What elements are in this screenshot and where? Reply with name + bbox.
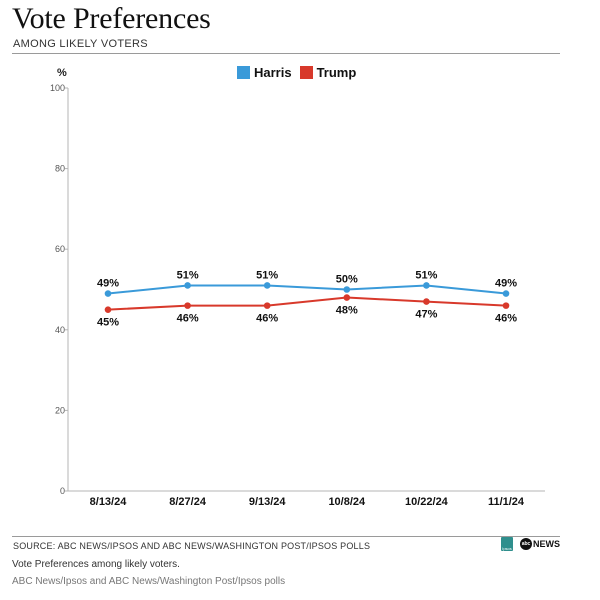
series-line-harris <box>107 284 507 295</box>
header-divider <box>12 53 560 54</box>
data-label-trump-0: 45% <box>97 317 119 329</box>
y-axis-unit-label: % <box>57 67 67 79</box>
point-trump-4 <box>423 298 430 305</box>
point-trump-3 <box>343 294 351 301</box>
x-tick-label-3: 10/8/24 <box>328 496 366 508</box>
chart-title: Vote Preferences <box>12 2 211 35</box>
data-label-harris-4: 51% <box>415 269 437 281</box>
data-label-harris-2: 51% <box>256 269 278 281</box>
publisher-logos: Ipsos abc NEWS <box>501 537 560 551</box>
y-tick-label-100: 100 <box>50 83 65 93</box>
x-tick-label-5: 11/1/24 <box>488 496 525 508</box>
y-tick-label-0: 0 <box>60 486 65 496</box>
point-harris-3 <box>343 286 351 293</box>
ipsos-logo: Ipsos <box>501 537 513 551</box>
y-tick-label-80: 80 <box>55 164 65 174</box>
figure-caption: Vote Preferences among likely voters. <box>12 559 180 570</box>
data-label-trump-5: 46% <box>495 313 517 325</box>
abc-logo-circle: abc <box>520 538 532 550</box>
line-chart: 0 20 40 60 80 100 8/13/24 8/27/24 9/13/24 10/8/24… <box>50 83 545 508</box>
series-line-trump <box>107 296 507 311</box>
x-tick-label-1: 8/27/24 <box>169 496 207 508</box>
legend-swatch-harris <box>237 65 250 79</box>
data-label-harris-0: 49% <box>97 278 119 290</box>
data-label-trump-3: 48% <box>336 305 358 317</box>
data-label-harris-3: 50% <box>336 274 358 286</box>
source-note: SOURCE: ABC NEWS/IPSOS AND ABC NEWS/WASH… <box>13 541 371 551</box>
point-harris-2 <box>263 282 271 289</box>
abc-logo-text: NEWS <box>533 539 560 549</box>
data-label-harris-1: 51% <box>177 269 199 281</box>
data-label-trump-2: 46% <box>256 313 278 325</box>
legend-label-trump: Trump <box>316 64 357 80</box>
data-label-harris-5: 49% <box>495 278 517 290</box>
y-tick-label-20: 20 <box>55 405 65 415</box>
point-harris-5 <box>502 290 510 297</box>
point-harris-4 <box>423 282 430 289</box>
legend-item-harris: Harris <box>237 65 292 80</box>
point-trump-2 <box>263 302 271 309</box>
abc-news-logo: abc NEWS <box>520 538 560 550</box>
legend-swatch-trump <box>299 65 313 79</box>
legend-label-harris: Harris <box>254 64 292 80</box>
y-tick-label-60: 60 <box>55 244 65 254</box>
x-tick-label-2: 9/13/24 <box>249 496 287 508</box>
legend-item-trump: Trump <box>299 64 357 80</box>
point-harris-1 <box>184 282 191 289</box>
point-trump-1 <box>184 302 191 309</box>
figure-credit: ABC News/Ipsos and ABC News/Washington P… <box>12 576 286 587</box>
point-harris-0 <box>104 290 112 297</box>
x-tick-label-0: 8/13/24 <box>90 496 128 508</box>
point-trump-5 <box>502 302 510 309</box>
chart-legend: Harris Trump <box>237 64 356 80</box>
x-tick-label-4: 10/22/24 <box>405 496 449 508</box>
data-label-trump-4: 47% <box>415 309 437 321</box>
point-trump-0 <box>104 306 112 313</box>
chart-subtitle: AMONG LIKELY VOTERS <box>13 38 148 50</box>
data-label-trump-1: 46% <box>177 313 199 325</box>
footer-divider <box>12 536 560 537</box>
y-tick-label-40: 40 <box>55 325 65 335</box>
